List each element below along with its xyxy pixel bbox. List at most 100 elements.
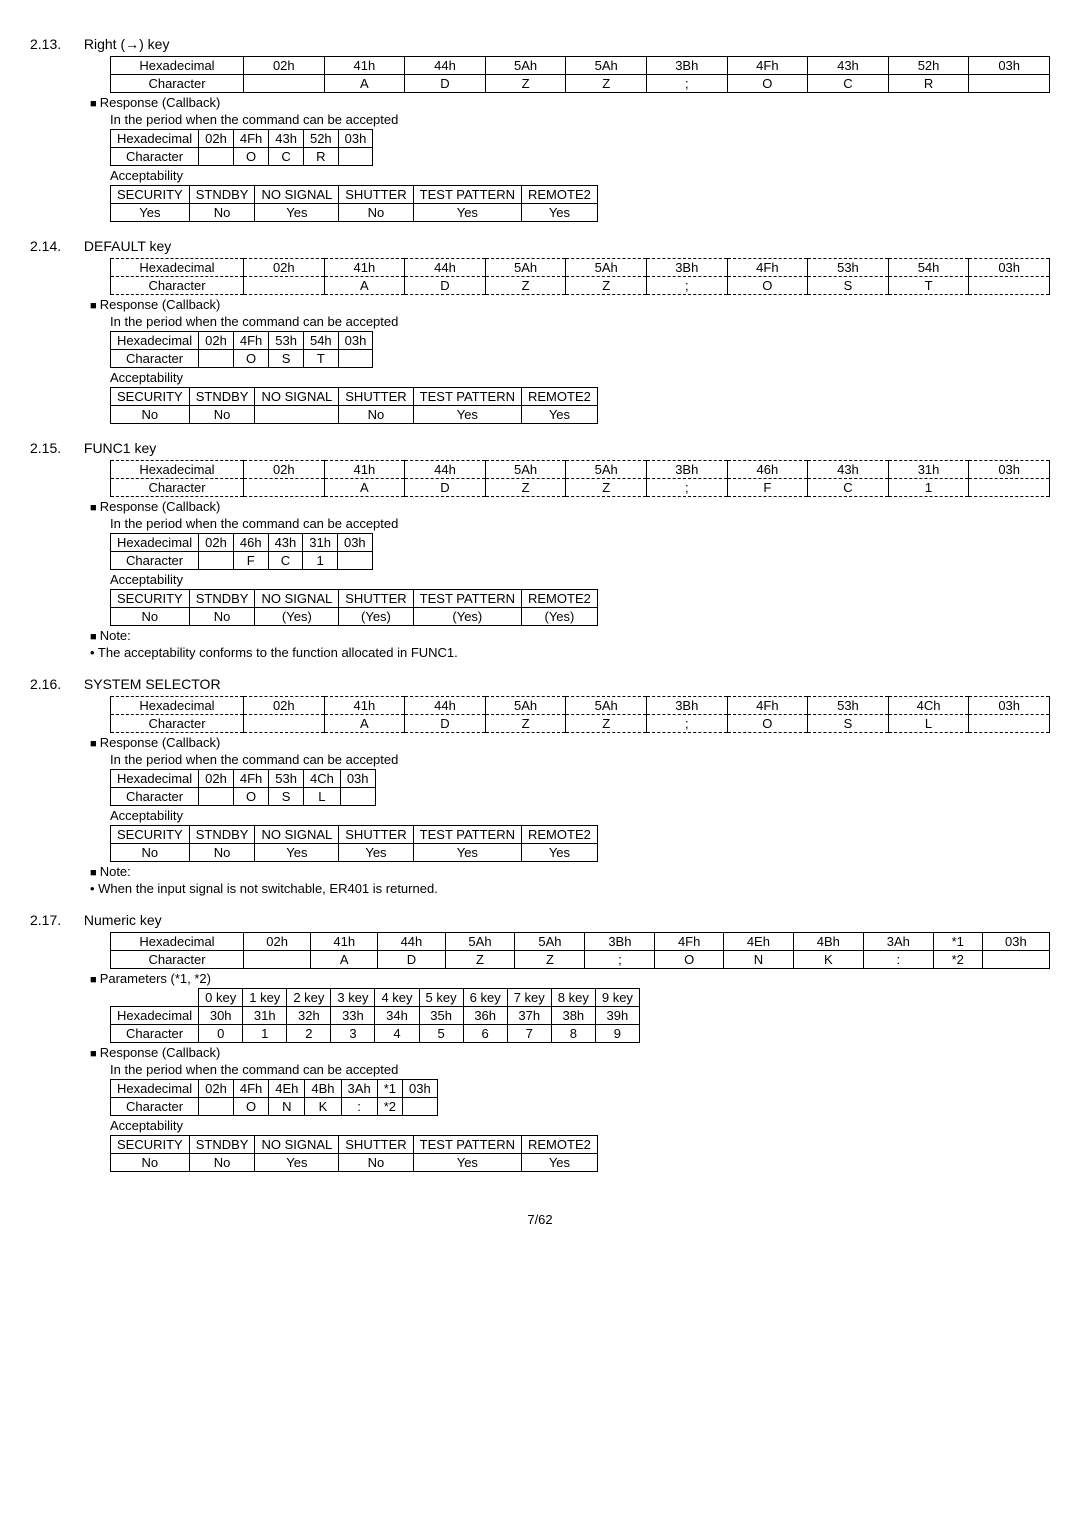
cell: 54h [888,259,969,277]
s214-main-table: Hexadecimal02h41h44h5Ah5Ah3Bh4Fh53h54h03… [110,258,1050,295]
cell: 52h [888,57,969,75]
cell [402,1098,437,1116]
cell: : [341,1098,377,1116]
cell: Z [485,277,566,295]
cell: 41h [311,933,378,951]
cell: O [655,951,724,969]
s216-main-table: Hexadecimal02h41h44h5Ah5Ah3Bh4Fh53h4Ch03… [110,696,1050,733]
sec-num: 2.14. [30,238,80,254]
cell: 5Ah [485,697,566,715]
cell: 39h [595,1007,639,1025]
cell: 5Ah [485,461,566,479]
cell: 2 [287,1025,331,1043]
cell: No [111,406,190,424]
row-label: Hexadecimal [111,534,199,552]
row-label: Hexadecimal [111,461,244,479]
cell: STNDBY [189,826,255,844]
cell: SECURITY [111,1136,190,1154]
cell: 1 [303,552,338,570]
response-sub: In the period when the command can be ac… [110,752,1050,767]
cell: D [405,75,486,93]
cell: Z [566,479,647,497]
cell: 6 [463,1025,507,1043]
cell: *1 [933,933,982,951]
cell: 02h [244,259,325,277]
cell: 35h [419,1007,463,1025]
cell: 4Eh [269,1080,305,1098]
response-sub: In the period when the command can be ac… [110,314,1050,329]
s213-resp-table: Hexadecimal02h4Fh43h52h03hCharacterOCR [110,129,373,166]
cell: 36h [463,1007,507,1025]
row-label: Hexadecimal [111,130,199,148]
cell: F [233,552,268,570]
cell: 4Fh [233,332,268,350]
cell: O [233,788,268,806]
cell: 46h [233,534,268,552]
sec-num: 2.15. [30,440,80,456]
cell: Z [485,75,566,93]
cell: Character [111,1025,199,1043]
section-215-title: 2.15. FUNC1 key [30,440,1050,456]
cell: 37h [507,1007,551,1025]
row-label: Character [111,350,199,368]
cell: : [863,951,933,969]
cell: 02h [244,57,325,75]
sec-num: 2.13. [30,36,80,52]
cell: 52h [303,130,338,148]
section-214-title: 2.14. DEFAULT key [30,238,1050,254]
cell: 02h [199,130,234,148]
cell: Z [566,715,647,733]
s213-acc-table: SECURITYSTNDBYNO SIGNALSHUTTERTEST PATTE… [110,185,598,222]
cell: 8 key [551,989,595,1007]
cell: SHUTTER [339,826,413,844]
cell: O [727,277,808,295]
cell: Yes [522,406,598,424]
cell: Yes [339,844,413,862]
cell [338,148,373,166]
cell: 34h [375,1007,419,1025]
cell [199,148,234,166]
cell: (Yes) [522,608,598,626]
cell: STNDBY [189,388,255,406]
cell: 5Ah [485,57,566,75]
row-label: Hexadecimal [111,933,244,951]
response-label: Response (Callback) [90,735,1050,750]
cell: 41h [324,461,405,479]
cell: 41h [324,259,405,277]
cell: TEST PATTERN [413,590,521,608]
s217-resp-table: Hexadecimal02h4Fh4Eh4Bh3Ah*103hCharacter… [110,1079,438,1116]
cell [969,479,1050,497]
cell: 4Bh [793,933,863,951]
cell: SECURITY [111,388,190,406]
cell: A [324,75,405,93]
row-label: Hexadecimal [111,259,244,277]
cell: Yes [522,204,598,222]
cell: 30h [199,1007,243,1025]
cell: 3Bh [646,259,727,277]
cell: 03h [338,332,373,350]
cell: 43h [808,461,889,479]
cell: 03h [337,534,372,552]
cell: 03h [340,770,375,788]
s217-main-table: Hexadecimal02h41h44h5Ah5Ah3Bh4Fh4Eh4Bh3A… [110,932,1050,969]
cell [337,552,372,570]
row-label: Character [111,951,244,969]
cell: D [405,479,486,497]
cell: 4Fh [727,57,808,75]
response-sub: In the period when the command can be ac… [110,112,1050,127]
cell: 5Ah [485,259,566,277]
s217-param-table: 0 key1 key2 key3 key4 key5 key6 key7 key… [110,988,640,1043]
s215-main-table: Hexadecimal02h41h44h5Ah5Ah3Bh46h43h31h03… [110,460,1050,497]
cell: 33h [331,1007,375,1025]
cell: No [111,608,190,626]
cell: 4Ch [888,697,969,715]
cell: 4Fh [727,259,808,277]
note-text: • When the input signal is not switchabl… [90,881,1050,896]
cell: 02h [199,534,234,552]
cell: 5Ah [445,933,515,951]
cell: T [888,277,969,295]
note-label: Note: [90,864,1050,879]
cell: REMOTE2 [522,186,598,204]
cell: 03h [402,1080,437,1098]
response-label: Response (Callback) [90,297,1050,312]
